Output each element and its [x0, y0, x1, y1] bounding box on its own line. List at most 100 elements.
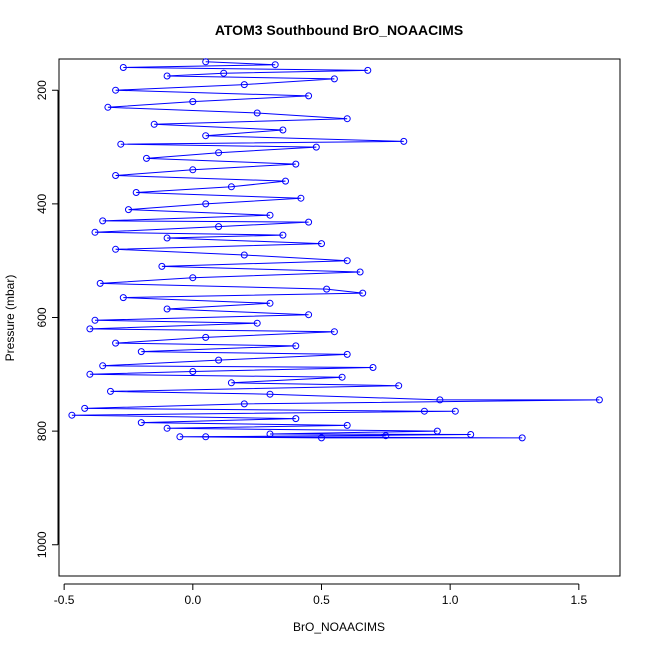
data-point: [343, 257, 351, 265]
data-point: [330, 75, 338, 83]
data-point: [189, 274, 197, 282]
data-point: [202, 333, 210, 341]
data-point: [305, 92, 313, 100]
x-tick-label: -0.5: [54, 593, 75, 607]
data-point: [215, 356, 223, 364]
data-point: [318, 240, 325, 248]
x-tick-label: 1.5: [570, 593, 587, 607]
data-point: [343, 421, 351, 429]
data-point: [112, 86, 120, 94]
x-tick-label: 0.0: [184, 593, 201, 607]
data-point: [163, 72, 171, 80]
data-point: [112, 245, 120, 253]
data-point: [297, 194, 305, 202]
data-point: [400, 137, 408, 145]
data-point: [220, 69, 228, 77]
data-point: [282, 177, 289, 185]
data-point: [292, 342, 300, 350]
y-tick-label: 200: [35, 80, 49, 100]
data-point: [279, 126, 287, 134]
data-point: [420, 407, 428, 415]
data-point: [99, 362, 107, 370]
data-point: [305, 218, 313, 226]
data-point: [189, 368, 197, 375]
data-point: [117, 140, 125, 148]
data-point: [112, 172, 120, 179]
data-point: [227, 183, 235, 191]
data-point: [137, 419, 145, 427]
data-point: [305, 311, 313, 319]
plot-frame: [58, 58, 621, 577]
data-point: [86, 325, 94, 333]
data-point: [81, 404, 89, 412]
data-point: [119, 64, 127, 71]
data-point: [143, 154, 150, 162]
data-point: [202, 132, 210, 140]
data-point: [359, 289, 367, 297]
data-point: [240, 400, 248, 408]
data-point: [518, 434, 526, 442]
data-point: [189, 98, 197, 106]
data-point: [595, 396, 603, 404]
series-line: [71, 61, 600, 439]
data-point: [343, 115, 351, 123]
data-point: [433, 427, 441, 435]
y-tick-label: 400: [35, 194, 49, 214]
data-point: [202, 200, 210, 208]
data-point: [119, 294, 127, 302]
y-axis: 200 400 600 800 1000: [35, 80, 59, 558]
x-axis-label: BrO_NOAACIMS: [293, 620, 385, 634]
data-point: [163, 305, 171, 313]
data-point: [240, 251, 248, 259]
data-point: [451, 407, 459, 415]
data-point: [382, 432, 390, 440]
data-point: [240, 81, 248, 89]
data-point: [266, 211, 274, 219]
x-tick-label: 0.5: [313, 593, 330, 607]
chart-title: ATOM3 Southbound BrO_NOAACIMS: [215, 22, 463, 38]
data-point: [68, 411, 76, 419]
data-point: [125, 206, 132, 214]
data-point: [150, 120, 158, 128]
y-tick-label: 1000: [35, 531, 49, 558]
data-point: [436, 396, 444, 404]
data-point: [356, 268, 364, 276]
data-point: [266, 299, 274, 307]
data-point: [163, 424, 171, 432]
data-point: [253, 319, 261, 327]
data-point: [91, 228, 99, 236]
data-point: [292, 160, 300, 168]
data-point: [202, 58, 210, 66]
data-point: [137, 348, 145, 356]
y-tick-label: 800: [35, 421, 49, 441]
data-point: [330, 328, 338, 336]
data-point: [343, 350, 351, 358]
data-point: [312, 143, 320, 151]
data-point: [163, 234, 171, 242]
data-point: [271, 61, 279, 69]
data-point: [104, 103, 112, 111]
x-axis: -0.5 0.0 0.5 1.0 1.5: [54, 583, 587, 607]
data-layer: [68, 58, 603, 442]
data-point: [467, 431, 475, 438]
data-point: [107, 387, 114, 395]
data-point: [323, 285, 331, 293]
y-axis-label: Pressure (mbar): [3, 275, 17, 362]
data-point: [227, 379, 235, 387]
data-point: [176, 433, 184, 441]
data-point: [215, 149, 223, 157]
data-point: [266, 390, 274, 398]
data-point: [202, 433, 210, 441]
data-point: [318, 434, 325, 442]
data-point: [96, 279, 104, 287]
data-point: [189, 166, 197, 174]
data-point: [112, 339, 120, 347]
data-point: [91, 316, 99, 324]
data-point: [86, 370, 94, 378]
data-point: [132, 189, 140, 196]
data-point: [215, 223, 223, 231]
data-point: [279, 231, 287, 239]
x-tick-label: 1.0: [442, 593, 459, 607]
